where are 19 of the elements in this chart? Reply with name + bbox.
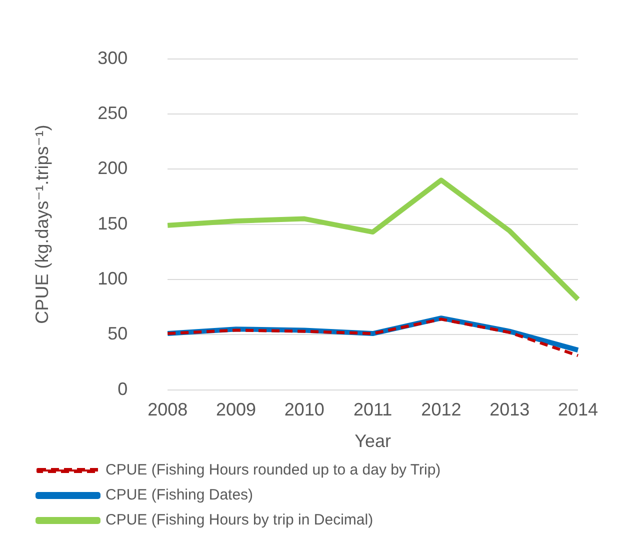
y-tick-label: 0 — [118, 378, 128, 399]
legend-label: CPUE (Fishing Hours by trip in Decimal) — [106, 512, 374, 529]
y-tick-label: 250 — [98, 102, 128, 123]
y-tick-label: 150 — [98, 213, 128, 234]
x-axis-title: Year — [354, 431, 391, 452]
x-tick-label: 2010 — [284, 400, 324, 420]
x-tick-label: 2009 — [216, 400, 256, 420]
x-tick-label: 2014 — [558, 400, 598, 420]
legend-label: CPUE (Fishing Dates) — [106, 486, 254, 504]
y-axis-title: CPUE (kg.days⁻¹.trips⁻¹) — [32, 124, 52, 324]
y-tick-label: 50 — [108, 324, 128, 344]
x-tick-label: 2011 — [353, 400, 392, 420]
x-tick-label: 2013 — [490, 400, 530, 420]
x-tick-label: 2008 — [148, 400, 188, 420]
y-tick-label: 200 — [98, 158, 128, 178]
x-tick-label: 2012 — [421, 400, 462, 420]
y-tick-label: 100 — [98, 268, 128, 288]
y-tick-label: 300 — [98, 48, 128, 68]
legend-label: CPUE (Fishing Hours rounded up to a day by Trip) — [106, 462, 441, 479]
